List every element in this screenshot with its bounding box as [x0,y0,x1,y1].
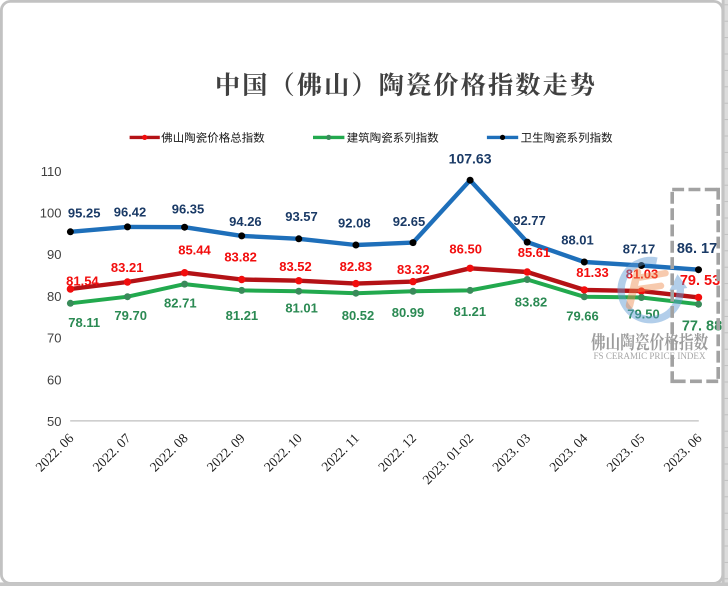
svg-text:93.57: 93.57 [285,209,318,224]
svg-text:100: 100 [40,206,62,221]
svg-text:92.65: 92.65 [393,214,426,229]
svg-text:96.35: 96.35 [172,202,205,217]
svg-text:82.71: 82.71 [164,296,197,311]
svg-text:81.54: 81.54 [66,273,99,288]
svg-text:81.21: 81.21 [226,308,259,323]
svg-text:86. 17: 86. 17 [677,241,717,257]
svg-text:79.70: 79.70 [114,308,147,323]
svg-text:83.21: 83.21 [111,260,144,275]
svg-text:78.11: 78.11 [68,315,100,330]
svg-text:92.77: 92.77 [513,213,546,228]
svg-text:85.44: 85.44 [178,243,211,258]
svg-text:50: 50 [47,414,61,429]
svg-text:83.52: 83.52 [279,259,312,274]
svg-text:83.32: 83.32 [397,262,430,277]
svg-text:81.21: 81.21 [454,304,487,319]
svg-text:79.50: 79.50 [627,307,660,322]
svg-text:80.52: 80.52 [342,308,375,323]
svg-text:81.33: 81.33 [576,265,609,280]
svg-text:79.66: 79.66 [566,309,599,324]
svg-text:83.82: 83.82 [515,295,548,310]
svg-text:77. 88: 77. 88 [682,319,722,335]
svg-text:90: 90 [47,247,61,262]
svg-text:83.82: 83.82 [224,250,257,265]
svg-text:82.83: 82.83 [340,259,373,274]
svg-text:80: 80 [47,289,61,304]
svg-text:107.63: 107.63 [449,151,492,167]
svg-text:88.01: 88.01 [561,233,594,248]
svg-text:81.01: 81.01 [285,301,318,316]
svg-text:95.25: 95.25 [68,205,101,220]
svg-text:70: 70 [47,331,61,346]
svg-text:87.17: 87.17 [623,242,656,257]
svg-text:FS CERAMIC PRICE INDEX: FS CERAMIC PRICE INDEX [594,351,706,362]
svg-text:110: 110 [41,164,62,179]
svg-text:80.99: 80.99 [392,305,425,320]
svg-text:85.61: 85.61 [518,245,551,260]
svg-text:96.42: 96.42 [114,205,147,220]
svg-text:81.03: 81.03 [626,267,659,282]
svg-text:60: 60 [47,372,61,387]
svg-text:94.26: 94.26 [229,214,262,229]
svg-text:79. 53: 79. 53 [680,273,720,289]
svg-text:92.08: 92.08 [338,216,371,231]
svg-text:86.50: 86.50 [449,241,482,256]
